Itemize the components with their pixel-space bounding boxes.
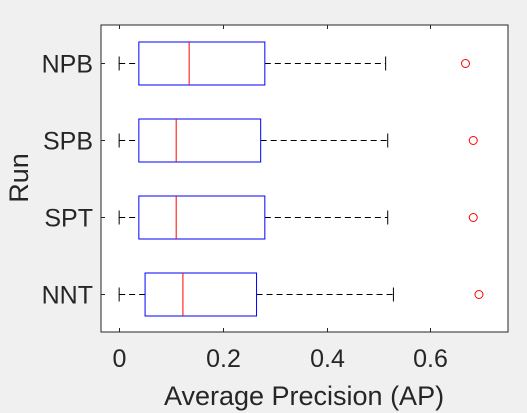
box-group-nnt bbox=[118, 272, 484, 317]
x-tick-label-0: 0 bbox=[113, 345, 127, 373]
y-tick-label-nnt: NNT bbox=[42, 282, 93, 310]
plot-frame bbox=[100, 24, 509, 333]
outlier-spb-0 bbox=[468, 136, 478, 145]
box-group-spb bbox=[118, 118, 478, 163]
box-spt bbox=[138, 195, 266, 240]
box-nnt bbox=[144, 272, 258, 317]
box-npb bbox=[138, 41, 266, 86]
outlier-nnt-0 bbox=[474, 290, 484, 299]
y-tick-label-spt: SPT bbox=[44, 205, 93, 233]
x-tick-label-3: 0.6 bbox=[413, 345, 448, 373]
box-group-spt bbox=[118, 195, 478, 240]
box-group-npb bbox=[118, 41, 470, 86]
y-tick-label-npb: NPB bbox=[42, 51, 93, 79]
x-tick-label-1: 0.2 bbox=[206, 345, 241, 373]
x-tick-label-2: 0.4 bbox=[310, 345, 345, 373]
outlier-npb-0 bbox=[460, 59, 470, 68]
box-spb bbox=[138, 118, 262, 163]
outlier-spt-0 bbox=[468, 213, 478, 222]
axis-ticks: NPB SPB SPT NNT 0 0.2 0.4 0.6 bbox=[42, 25, 448, 373]
plot-area bbox=[101, 25, 508, 332]
data-marks bbox=[118, 41, 484, 317]
y-axis-label: Run bbox=[4, 153, 34, 203]
y-tick-label-spb: SPB bbox=[43, 128, 93, 156]
x-axis-label: Average Precision (AP) bbox=[164, 381, 444, 411]
